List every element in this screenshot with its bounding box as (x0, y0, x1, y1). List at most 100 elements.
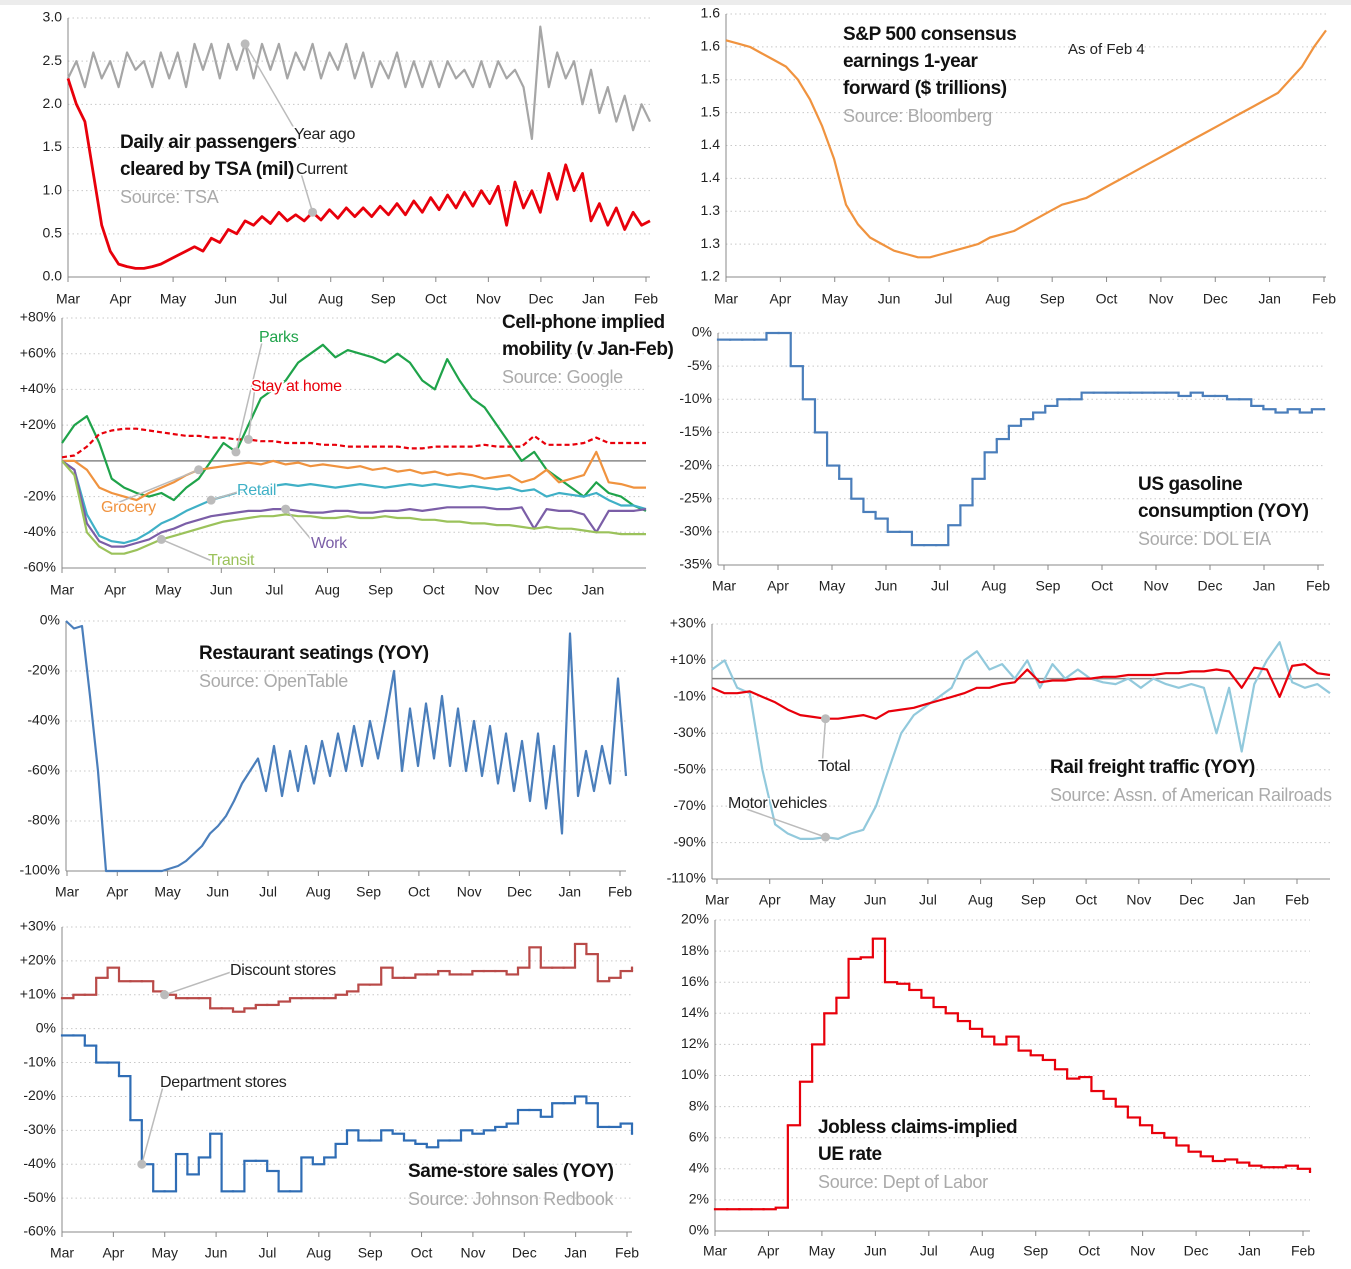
y-tick-label: 0.5 (43, 225, 63, 241)
chart-source: Source: Dept of Labor (818, 1172, 988, 1192)
y-tick-label: 10% (681, 1066, 709, 1082)
x-tick-label: Jan (558, 884, 581, 900)
y-tick-label: -20% (27, 662, 60, 678)
x-tick-label: Aug (306, 1245, 331, 1261)
label-leader (244, 43, 299, 136)
x-tick-label: Jul (269, 291, 287, 307)
x-tick-label: Oct (423, 582, 445, 598)
x-tick-label: Mar (714, 291, 738, 307)
chart-source: Source: Google (502, 367, 623, 387)
series-line (711, 641, 1331, 840)
x-tick-label: Sep (1036, 578, 1061, 594)
x-tick-label: Feb (1312, 291, 1336, 307)
x-tick-label: Sep (358, 1245, 383, 1261)
x-tick-label: Jul (931, 578, 949, 594)
x-tick-label: Mar (705, 892, 729, 908)
series-line (61, 460, 647, 545)
x-tick-label: Oct (1075, 892, 1097, 908)
y-tick-label: +30% (670, 615, 706, 631)
y-tick-label: 8% (689, 1097, 709, 1113)
x-tick-label: Jun (214, 291, 237, 307)
series-label: Year ago (294, 126, 355, 143)
x-tick-label: Aug (968, 892, 993, 908)
chart-source: Source: TSA (120, 187, 219, 207)
x-tick-label: Apr (110, 291, 132, 307)
series-label: Retail (237, 482, 276, 499)
x-tick-label: May (819, 578, 845, 594)
x-tick-label: Mar (55, 884, 79, 900)
y-tick-label: -15% (679, 423, 712, 439)
x-tick-label: Mar (703, 1243, 727, 1259)
x-tick-label: Nov (1144, 578, 1169, 594)
x-tick-label: Jan (564, 1245, 587, 1261)
label-leader (235, 337, 264, 453)
y-tick-label: -90% (673, 833, 706, 849)
y-tick-label: 1.4 (701, 136, 721, 152)
x-tick-label: Apr (104, 582, 126, 598)
x-tick-label: Mar (50, 1245, 74, 1261)
series-line (62, 450, 646, 502)
x-tick-label: Sep (1021, 892, 1046, 908)
series-line (61, 427, 646, 459)
x-tick-label: Dec (512, 1245, 537, 1261)
y-tick-label: 1.6 (701, 5, 721, 21)
x-tick-label: Apr (102, 1245, 124, 1261)
y-tick-label: 18% (681, 942, 709, 958)
x-tick-label: Jan (1258, 291, 1281, 307)
y-tick-label: 1.0 (43, 181, 63, 197)
y-tick-label: -60% (23, 1223, 56, 1239)
x-tick-label: Nov (476, 291, 501, 307)
y-tick-label: -100% (20, 862, 60, 878)
x-tick-label: Oct (1096, 291, 1118, 307)
y-tick-label: +20% (20, 416, 56, 432)
y-tick-label: 0% (36, 1019, 56, 1035)
y-tick-label: +10% (20, 985, 56, 1001)
y-tick-label: 2% (689, 1191, 709, 1207)
series-line (711, 663, 1331, 720)
y-tick-label: -30% (679, 523, 712, 539)
x-tick-label: Jun (878, 291, 901, 307)
x-tick-label: Oct (1091, 578, 1113, 594)
x-tick-label: Jan (1253, 578, 1276, 594)
y-tick-label: +60% (20, 344, 56, 360)
x-tick-label: May (822, 291, 848, 307)
x-tick-label: Jul (259, 884, 277, 900)
y-tick-label: 2.0 (43, 95, 63, 111)
label-leader (247, 386, 256, 440)
x-tick-label: Sep (1023, 1243, 1048, 1259)
y-tick-label: 6% (689, 1128, 709, 1144)
x-tick-label: Nov (1130, 1243, 1155, 1259)
series-label: Discount stores (230, 962, 336, 979)
chart-title: consumption (YOY) (1138, 501, 1309, 522)
x-tick-label: Dec (1179, 892, 1204, 908)
y-tick-label: -25% (679, 489, 712, 505)
y-tick-label: -30% (23, 1121, 56, 1137)
x-tick-label: Jul (919, 892, 937, 908)
label-dot (206, 495, 216, 505)
top-strip (0, 0, 1351, 5)
label-dot (308, 207, 318, 217)
label-leader (164, 970, 235, 996)
y-tick-label: -20% (679, 456, 712, 472)
series-line (65, 620, 628, 873)
y-tick-label: -60% (27, 762, 60, 778)
chart-title: forward ($ trillions) (843, 78, 1007, 99)
x-tick-label: Feb (1291, 1243, 1315, 1259)
chart-title: UE rate (818, 1144, 882, 1165)
x-tick-label: Mar (50, 582, 74, 598)
x-tick-label: Feb (1285, 892, 1309, 908)
y-tick-label: -10% (23, 1053, 56, 1069)
label-dot (281, 504, 291, 514)
y-tick-label: 1.2 (701, 268, 721, 284)
x-tick-label: Jun (864, 1243, 887, 1259)
chart-title: S&P 500 consensus (843, 24, 1016, 45)
label-dot (156, 534, 166, 544)
x-tick-label: Nov (1126, 892, 1151, 908)
x-tick-label: Sep (371, 291, 396, 307)
series-line (61, 460, 647, 548)
y-tick-label: -40% (23, 1155, 56, 1171)
chart-title: US gasoline (1138, 474, 1242, 495)
y-tick-label: 20% (681, 911, 709, 927)
x-tick-label: Feb (634, 291, 658, 307)
y-tick-label: +10% (670, 651, 706, 667)
